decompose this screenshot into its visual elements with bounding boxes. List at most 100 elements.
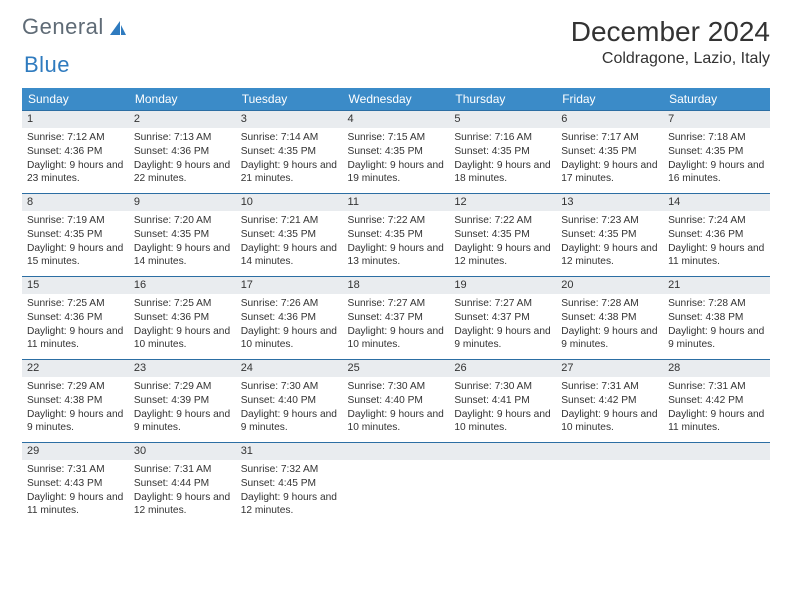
sunrise-text: Sunrise: 7:32 AM xyxy=(241,463,338,477)
calendar-day-cell: 12Sunrise: 7:22 AMSunset: 4:35 PMDayligh… xyxy=(449,194,556,277)
daylight-text: Daylight: 9 hours and 9 minutes. xyxy=(668,325,765,353)
day-number: 21 xyxy=(663,277,770,294)
day-number: 22 xyxy=(22,360,129,377)
calendar-day-cell: 6Sunrise: 7:17 AMSunset: 4:35 PMDaylight… xyxy=(556,111,663,194)
calendar-day-cell xyxy=(663,443,770,526)
sunrise-text: Sunrise: 7:13 AM xyxy=(134,131,231,145)
day-data: Sunrise: 7:28 AMSunset: 4:38 PMDaylight:… xyxy=(556,294,663,356)
day-data: Sunrise: 7:32 AMSunset: 4:45 PMDaylight:… xyxy=(236,460,343,522)
daylight-text: Daylight: 9 hours and 21 minutes. xyxy=(241,159,338,187)
daylight-text: Daylight: 9 hours and 13 minutes. xyxy=(348,242,445,270)
day-number xyxy=(663,443,770,460)
sunset-text: Sunset: 4:35 PM xyxy=(241,228,338,242)
day-data xyxy=(449,460,556,467)
sunset-text: Sunset: 4:40 PM xyxy=(348,394,445,408)
daylight-text: Daylight: 9 hours and 12 minutes. xyxy=(561,242,658,270)
calendar-body: 1Sunrise: 7:12 AMSunset: 4:36 PMDaylight… xyxy=(22,111,770,526)
calendar-week-row: 29Sunrise: 7:31 AMSunset: 4:43 PMDayligh… xyxy=(22,443,770,526)
sunset-text: Sunset: 4:35 PM xyxy=(561,228,658,242)
day-number: 8 xyxy=(22,194,129,211)
calendar-day-cell xyxy=(556,443,663,526)
page-title: December 2024 xyxy=(571,16,770,48)
daylight-text: Daylight: 9 hours and 11 minutes. xyxy=(668,242,765,270)
sunset-text: Sunset: 4:36 PM xyxy=(134,311,231,325)
day-number: 14 xyxy=(663,194,770,211)
day-number: 11 xyxy=(343,194,450,211)
day-data: Sunrise: 7:12 AMSunset: 4:36 PMDaylight:… xyxy=(22,128,129,190)
calendar-day-cell: 23Sunrise: 7:29 AMSunset: 4:39 PMDayligh… xyxy=(129,360,236,443)
day-data: Sunrise: 7:26 AMSunset: 4:36 PMDaylight:… xyxy=(236,294,343,356)
day-number: 15 xyxy=(22,277,129,294)
sunrise-text: Sunrise: 7:31 AM xyxy=(561,380,658,394)
daylight-text: Daylight: 9 hours and 11 minutes. xyxy=(27,325,124,353)
sunset-text: Sunset: 4:35 PM xyxy=(241,145,338,159)
daylight-text: Daylight: 9 hours and 9 minutes. xyxy=(134,408,231,436)
day-number xyxy=(449,443,556,460)
day-data: Sunrise: 7:18 AMSunset: 4:35 PMDaylight:… xyxy=(663,128,770,190)
day-data: Sunrise: 7:22 AMSunset: 4:35 PMDaylight:… xyxy=(343,211,450,273)
day-data: Sunrise: 7:30 AMSunset: 4:40 PMDaylight:… xyxy=(236,377,343,439)
calendar-day-cell: 27Sunrise: 7:31 AMSunset: 4:42 PMDayligh… xyxy=(556,360,663,443)
sunrise-text: Sunrise: 7:25 AM xyxy=(134,297,231,311)
calendar-day-cell: 14 Sunrise: 7:24 AMSunset: 4:36 PMDayligh… xyxy=(663,194,770,277)
day-number: 6 xyxy=(556,111,663,128)
sunrise-text: Sunrise: 7:24 AM xyxy=(668,214,765,228)
sunset-text: Sunset: 4:40 PM xyxy=(241,394,338,408)
day-number: 18 xyxy=(343,277,450,294)
sunset-text: Sunset: 4:35 PM xyxy=(348,228,445,242)
calendar-day-cell: 28Sunrise: 7:31 AMSunset: 4:42 PMDayligh… xyxy=(663,360,770,443)
calendar-day-cell: 22Sunrise: 7:29 AMSunset: 4:38 PMDayligh… xyxy=(22,360,129,443)
sunrise-text: Sunrise: 7:22 AM xyxy=(348,214,445,228)
sunset-text: Sunset: 4:41 PM xyxy=(454,394,551,408)
calendar-day-cell: 8Sunrise: 7:19 AMSunset: 4:35 PMDaylight… xyxy=(22,194,129,277)
day-data: Sunrise: 7:31 AMSunset: 4:42 PMDaylight:… xyxy=(663,377,770,439)
sunset-text: Sunset: 4:42 PM xyxy=(668,394,765,408)
day-data: Sunrise: 7:25 AMSunset: 4:36 PMDaylight:… xyxy=(129,294,236,356)
day-number: 17 xyxy=(236,277,343,294)
day-data: Sunrise: 7:29 AMSunset: 4:39 PMDaylight:… xyxy=(129,377,236,439)
calendar-day-cell: 25Sunrise: 7:30 AMSunset: 4:40 PMDayligh… xyxy=(343,360,450,443)
weekday-header: Monday xyxy=(129,88,236,111)
day-data: Sunrise: 7:25 AMSunset: 4:36 PMDaylight:… xyxy=(22,294,129,356)
day-data: Sunrise: 7:30 AMSunset: 4:41 PMDaylight:… xyxy=(449,377,556,439)
sunrise-text: Sunrise: 7:27 AM xyxy=(454,297,551,311)
day-number: 25 xyxy=(343,360,450,377)
day-number: 2 xyxy=(129,111,236,128)
daylight-text: Daylight: 9 hours and 9 minutes. xyxy=(241,408,338,436)
day-data: Sunrise: 7:19 AMSunset: 4:35 PMDaylight:… xyxy=(22,211,129,273)
day-number xyxy=(343,443,450,460)
weekday-header: Saturday xyxy=(663,88,770,111)
sunrise-text: Sunrise: 7:29 AM xyxy=(134,380,231,394)
sunrise-text: Sunrise: 7:30 AM xyxy=(348,380,445,394)
sunrise-text: Sunrise: 7:31 AM xyxy=(668,380,765,394)
calendar-day-cell: 9Sunrise: 7:20 AMSunset: 4:35 PMDaylight… xyxy=(129,194,236,277)
day-number: 12 xyxy=(449,194,556,211)
title-block: December 2024 Coldragone, Lazio, Italy xyxy=(571,16,770,68)
calendar-day-cell: 7Sunrise: 7:18 AMSunset: 4:35 PMDaylight… xyxy=(663,111,770,194)
sunset-text: Sunset: 4:36 PM xyxy=(668,228,765,242)
calendar-day-cell xyxy=(343,443,450,526)
sunset-text: Sunset: 4:35 PM xyxy=(561,145,658,159)
sunset-text: Sunset: 4:42 PM xyxy=(561,394,658,408)
brand-word1: General xyxy=(22,16,104,38)
day-data: Sunrise: 7:30 AMSunset: 4:40 PMDaylight:… xyxy=(343,377,450,439)
day-number: 29 xyxy=(22,443,129,460)
daylight-text: Daylight: 9 hours and 9 minutes. xyxy=(454,325,551,353)
day-number: 27 xyxy=(556,360,663,377)
calendar-day-cell: 13Sunrise: 7:23 AMSunset: 4:35 PMDayligh… xyxy=(556,194,663,277)
daylight-text: Daylight: 9 hours and 10 minutes. xyxy=(348,408,445,436)
weekday-header: Friday xyxy=(556,88,663,111)
calendar-week-row: 8Sunrise: 7:19 AMSunset: 4:35 PMDaylight… xyxy=(22,194,770,277)
sunrise-text: Sunrise: 7:20 AM xyxy=(134,214,231,228)
weekday-header: Tuesday xyxy=(236,88,343,111)
day-data: Sunrise: 7:28 AMSunset: 4:38 PMDaylight:… xyxy=(663,294,770,356)
day-data xyxy=(343,460,450,467)
calendar-day-cell: 10Sunrise: 7:21 AMSunset: 4:35 PMDayligh… xyxy=(236,194,343,277)
day-number: 28 xyxy=(663,360,770,377)
day-data: Sunrise: 7:22 AMSunset: 4:35 PMDaylight:… xyxy=(449,211,556,273)
sunrise-text: Sunrise: 7:28 AM xyxy=(668,297,765,311)
calendar-table: Sunday Monday Tuesday Wednesday Thursday… xyxy=(22,88,770,526)
sunrise-text: Sunrise: 7:30 AM xyxy=(454,380,551,394)
sunrise-text: Sunrise: 7:21 AM xyxy=(241,214,338,228)
day-number: 7 xyxy=(663,111,770,128)
